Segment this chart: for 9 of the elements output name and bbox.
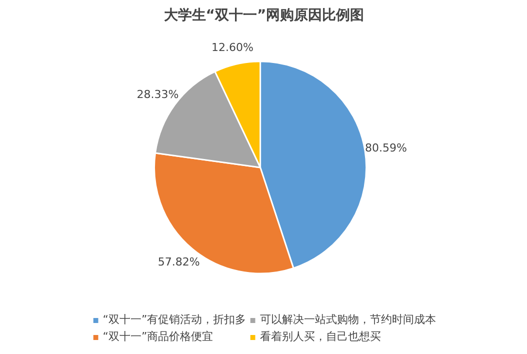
legend-label: “双十一”商品价格便宜 bbox=[102, 329, 214, 344]
legend-label: 可以解决一站式购物，节约时间成本 bbox=[260, 312, 436, 327]
chart-title: 大学生“双十一”网购原因比例图 bbox=[164, 8, 364, 24]
data-label: 57.82% bbox=[158, 255, 200, 268]
data-label: 80.59% bbox=[364, 141, 407, 154]
data-label: 28.33% bbox=[136, 88, 179, 102]
legend-label: 看着别人买，自己也想买 bbox=[260, 329, 382, 344]
data-label: 12.60% bbox=[211, 41, 254, 54]
legend-label: “双十一”有促销活动，折扣多 bbox=[102, 312, 246, 327]
